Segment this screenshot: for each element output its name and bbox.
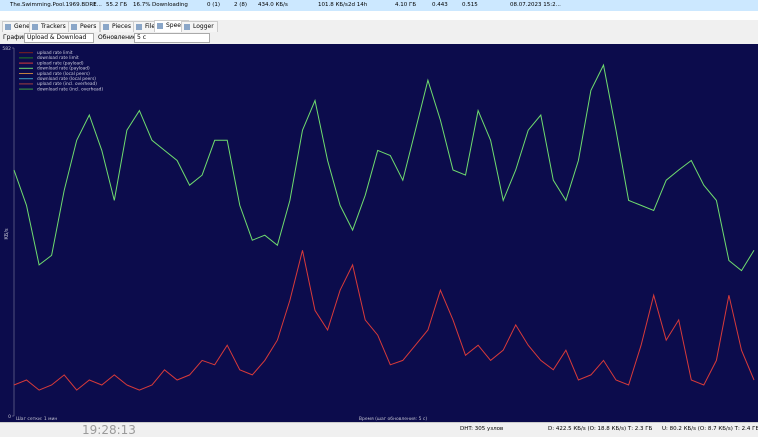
speed-chart: КБ/s Шаг сетки: 1 мин Время (шаг обновле… [0, 44, 758, 422]
download-status: D: 422.5 КБ/s (О: 18.8 КБ/s) Т: 2.3 ГБ [548, 426, 653, 432]
legend-label: download rate (incl. overhead) [37, 86, 103, 92]
dht: DHT: 305 узлов [460, 426, 504, 432]
legend-label: upload rate (payload) [37, 60, 84, 66]
legend-label: download rate (payload) [37, 66, 90, 72]
list-area [0, 11, 758, 20]
tab[interactable]: Trackers [29, 21, 70, 32]
clock: 19:28:13 [82, 423, 136, 437]
cell: 2 (8) [234, 2, 248, 8]
tab[interactable]: Logger [181, 21, 218, 32]
cell: 1 [93, 2, 97, 8]
legend-label: upload rate (incl. overhead) [37, 81, 97, 87]
cell: 2d 14h [348, 2, 368, 8]
series-line [13, 250, 755, 391]
cell: The.Swimming.Pool.1969.BDRE... [10, 2, 102, 8]
cell: 101.8 КБ/s [318, 2, 348, 8]
legend-label: upload rate (local peers) [37, 71, 90, 77]
legend-label: upload rate limit [37, 50, 73, 56]
cell: 434.0 КБ/s [258, 2, 288, 8]
status-bar: 19:28:13 DHT: 305 узлов D: 422.5 КБ/s (О… [0, 422, 758, 437]
y-tick-label: 0 [8, 414, 11, 420]
legend-label: download rate limit [37, 55, 79, 61]
controls: График: Upload & Download Обновление: 5 … [0, 32, 758, 44]
tab-bar: General Trackers Peers Pieces Files Speed Logg… [0, 20, 758, 32]
cell: 0 (1) [207, 2, 221, 8]
series-line [13, 63, 755, 272]
graph-label: График: [3, 34, 29, 41]
chart-bg [0, 44, 758, 422]
update-label: Обновление: [98, 34, 139, 41]
upload-status: U: 80.2 КБ/s (О: 8.7 КБ/s) Т: 2.4 ГБ [662, 426, 758, 432]
cell: 0.515 [462, 2, 478, 8]
torrent-row[interactable]: The.Swimming.Pool.1969.BDRE... 1 55.2 ГБ 16… [0, 0, 758, 11]
cell: Downloading [152, 2, 188, 8]
tab[interactable]: Peers [68, 21, 101, 32]
cell: 55.2 ГБ [106, 2, 128, 8]
legend-label: download rate (local peers) [37, 76, 96, 82]
cell: 16.7% [133, 2, 151, 8]
cell: 0.443 [432, 2, 448, 8]
x-axis-label: Время (шаг обновления: 5 с) [359, 416, 427, 422]
graph-select[interactable]: Upload & Download [24, 33, 94, 43]
tab[interactable]: Pieces [100, 21, 135, 32]
y-tick-label: 582 [2, 46, 11, 52]
y-axis-label: КБ/s [4, 228, 10, 240]
cell: 4.10 ГБ [395, 2, 417, 8]
update-select[interactable]: 5 с [134, 33, 210, 43]
grid-step: Шаг сетки: 1 мин [16, 416, 57, 422]
cell: 08.07.2023 15:2... [510, 2, 561, 8]
